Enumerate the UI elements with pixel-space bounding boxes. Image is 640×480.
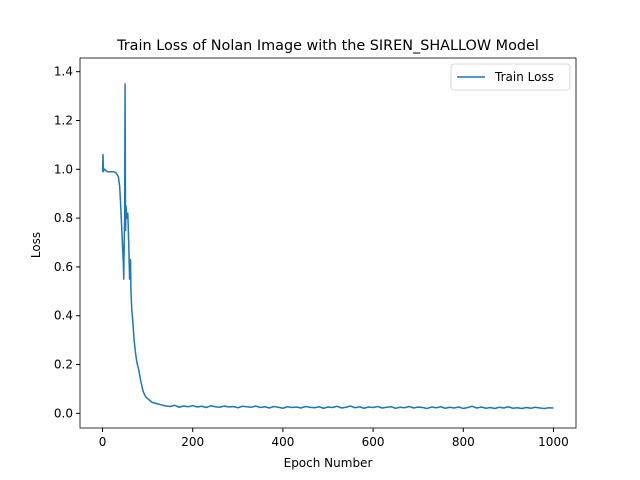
plot-frame [79,57,577,429]
x-tick-label: 600 [362,435,385,449]
x-tick-label: 800 [452,435,475,449]
y-tick-label: 0.2 [54,358,73,372]
x-tick-label: 200 [181,435,204,449]
x-tick-label: 400 [271,435,294,449]
x-axis-label: Epoch Number [284,456,373,470]
y-tick-label: 1.2 [54,113,73,127]
y-tick-label: 0.8 [54,211,73,225]
y-tick-label: 1.0 [54,162,73,176]
legend-label: Train Loss [494,70,554,84]
x-tick-label: 1000 [538,435,569,449]
y-tick-label: 0.4 [54,309,73,323]
y-tick-label: 0.0 [54,406,73,420]
data-line [101,83,554,410]
chart-title: Train Loss of Nolan Image with the SIREN… [116,38,539,54]
y-tick-label: 1.4 [54,65,73,79]
y-tick-label: 0.6 [54,260,73,274]
y-axis-label: Loss [29,232,43,258]
legend-box [450,63,571,91]
x-tick-label: 0 [99,435,107,449]
